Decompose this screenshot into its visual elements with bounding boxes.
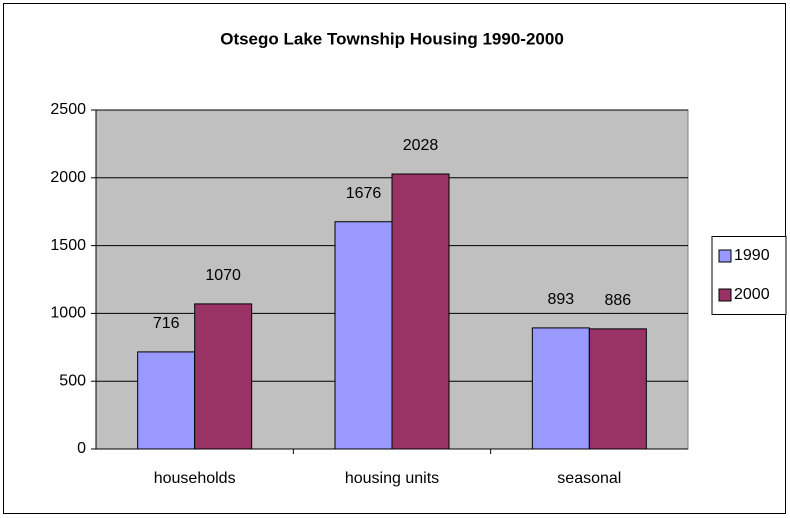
x-tick-label: seasonal xyxy=(557,470,621,487)
bar xyxy=(588,328,647,450)
y-tick-label: 2500 xyxy=(50,101,86,118)
chart-title: Otsego Lake Township Housing 1990-2000 xyxy=(220,29,564,48)
data-label: 1676 xyxy=(346,185,382,202)
legend-label: 1990 xyxy=(734,247,770,264)
y-tick-label: 0 xyxy=(77,440,86,457)
bar xyxy=(531,327,590,450)
data-label: 2028 xyxy=(403,137,439,154)
legend-swatch xyxy=(718,288,732,302)
data-label: 893 xyxy=(547,291,574,308)
y-tick-label: 1000 xyxy=(50,305,86,322)
data-label: 1070 xyxy=(205,267,241,284)
bar xyxy=(194,303,253,450)
y-tick-label: 1500 xyxy=(50,237,86,254)
x-tick-label: housing units xyxy=(345,470,439,487)
data-label: 886 xyxy=(604,292,631,309)
y-tick-label: 500 xyxy=(59,372,86,389)
legend-swatch xyxy=(718,249,732,263)
y-tick-label: 2000 xyxy=(50,169,86,186)
bar xyxy=(334,221,393,450)
data-label: 716 xyxy=(153,315,180,332)
bar xyxy=(137,351,196,450)
x-tick-label: households xyxy=(154,470,236,487)
legend-label: 2000 xyxy=(734,286,770,303)
bar xyxy=(391,173,450,450)
